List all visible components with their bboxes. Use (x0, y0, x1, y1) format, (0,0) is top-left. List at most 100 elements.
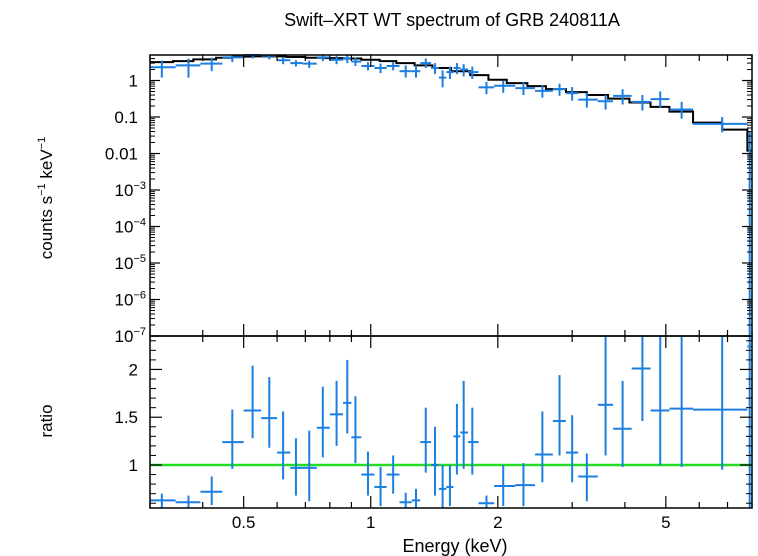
ratio-point (316, 386, 330, 458)
ratio-point (669, 336, 694, 467)
ratio-point (460, 380, 469, 469)
x-tick-label: 0.5 (232, 513, 256, 532)
spectrum-point (438, 70, 447, 88)
spectrum-point (478, 81, 495, 95)
spectrum-point (290, 60, 303, 67)
ratio-point (374, 466, 387, 507)
ratio-point (552, 375, 566, 456)
ratio-point (613, 380, 632, 467)
ratio-point (420, 407, 432, 473)
ratio-point (386, 455, 400, 494)
ratio-point (747, 336, 752, 508)
ratio-point (578, 453, 598, 502)
spectrum-point (351, 57, 362, 66)
top-y-tick-label: 10−4 (115, 217, 146, 237)
top-y-tick-label: 10−7 (115, 326, 146, 346)
spectrum-point (302, 60, 317, 69)
top-y-tick-label: 10−6 (115, 290, 146, 310)
ratio-point (453, 403, 461, 475)
ratio-point (329, 380, 344, 446)
spectrum-point (515, 82, 536, 96)
top-y-tick-label: 0.01 (105, 145, 138, 164)
bottom-panel-frame (149, 335, 753, 509)
top-y-tick-label: 1 (129, 72, 138, 91)
ratio-point (431, 426, 439, 496)
spectrum-point (453, 63, 461, 75)
spectrum-point (200, 57, 223, 72)
x-tick-label: 2 (493, 513, 502, 532)
ratio-point (565, 415, 579, 483)
chart-title: Swift–XRT WT spectrum of GRB 240811A (284, 10, 620, 30)
spectrum-point (222, 55, 244, 63)
spectrum-point (460, 64, 469, 77)
ratio-point (200, 476, 223, 506)
ratio-point (650, 336, 670, 465)
top-y-tick-label: 10−3 (115, 180, 146, 200)
spectrum-point (399, 65, 412, 78)
spectrum-point (386, 62, 400, 71)
spectrum-point (535, 85, 553, 98)
spectrum-point (552, 83, 566, 96)
ratio-point (361, 451, 375, 496)
spectrum-point (446, 66, 454, 80)
spectrum-point (420, 58, 432, 69)
ratio-point (243, 365, 262, 439)
bottom-y-tick-label: 1 (129, 456, 138, 475)
ratio-point (290, 438, 303, 496)
spectrum-point (693, 117, 748, 133)
top-y-tick-label: 10−5 (115, 253, 146, 273)
spectrum-point (631, 95, 651, 111)
ratio-point (351, 396, 362, 464)
top-ylabel: counts s−1 keV−1 (36, 137, 56, 259)
spectrum-point (343, 55, 352, 64)
ratio-point (261, 377, 278, 448)
ratio-point (222, 409, 244, 469)
ratio-point (175, 495, 201, 508)
spectrum-point (329, 55, 344, 65)
ratio-point (468, 407, 479, 475)
bottom-y-tick-label: 1.5 (114, 408, 138, 427)
top-panel-frame (149, 54, 753, 337)
x-axis-label: Energy (keV) (402, 536, 507, 556)
top-panel-marks (150, 54, 752, 336)
x-tick-label: 5 (661, 513, 670, 532)
spectrum-point (277, 57, 291, 65)
spectrum-point (650, 91, 670, 108)
model-step-line (150, 55, 752, 152)
bottom-panel-marks (150, 336, 752, 508)
x-tick-label: 1 (366, 513, 375, 532)
ratio-point (446, 465, 454, 507)
spectrum-point (578, 92, 598, 108)
ratio-point (277, 411, 291, 480)
axes: 0.5 1 2 5 1 0.1 0.01 10−3 10−4 10−5 10−6 10−7 1 1.5 2 (105, 54, 753, 532)
ratio-point (399, 492, 412, 508)
spectrum-point (613, 89, 632, 105)
spectrum-point (597, 95, 614, 110)
spectrum-point (150, 60, 176, 78)
spectrum-point (316, 55, 330, 62)
spectrum-point (468, 66, 479, 80)
ratio-point (631, 336, 651, 422)
spectrum-point (374, 63, 387, 74)
ratio-point (478, 495, 495, 508)
ratio-point (693, 336, 748, 470)
ratio-point (343, 359, 352, 434)
bottom-ylabel: ratio (37, 404, 56, 437)
ratio-point (535, 411, 553, 483)
spectrum-point (431, 63, 439, 75)
spectrum-point (411, 65, 421, 78)
ratio-point (438, 465, 447, 508)
bottom-y-tick-label: 2 (129, 360, 138, 379)
ratio-point (494, 465, 516, 507)
spectrum-point (361, 62, 375, 71)
spectrum-point (494, 80, 516, 93)
ratio-point (597, 336, 614, 456)
top-y-tick-label: 0.1 (114, 108, 138, 127)
spectrum-point (175, 58, 201, 78)
ratio-point (150, 493, 176, 508)
ratio-point (302, 430, 317, 502)
spectrum-point (565, 87, 579, 101)
ratio-point (411, 488, 421, 508)
spectrum-point (669, 101, 694, 119)
